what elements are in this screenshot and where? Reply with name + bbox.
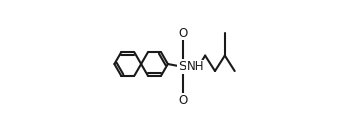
Text: O: O bbox=[178, 26, 187, 40]
Text: NH: NH bbox=[187, 60, 204, 73]
Text: S: S bbox=[178, 60, 187, 73]
Text: O: O bbox=[178, 94, 187, 107]
